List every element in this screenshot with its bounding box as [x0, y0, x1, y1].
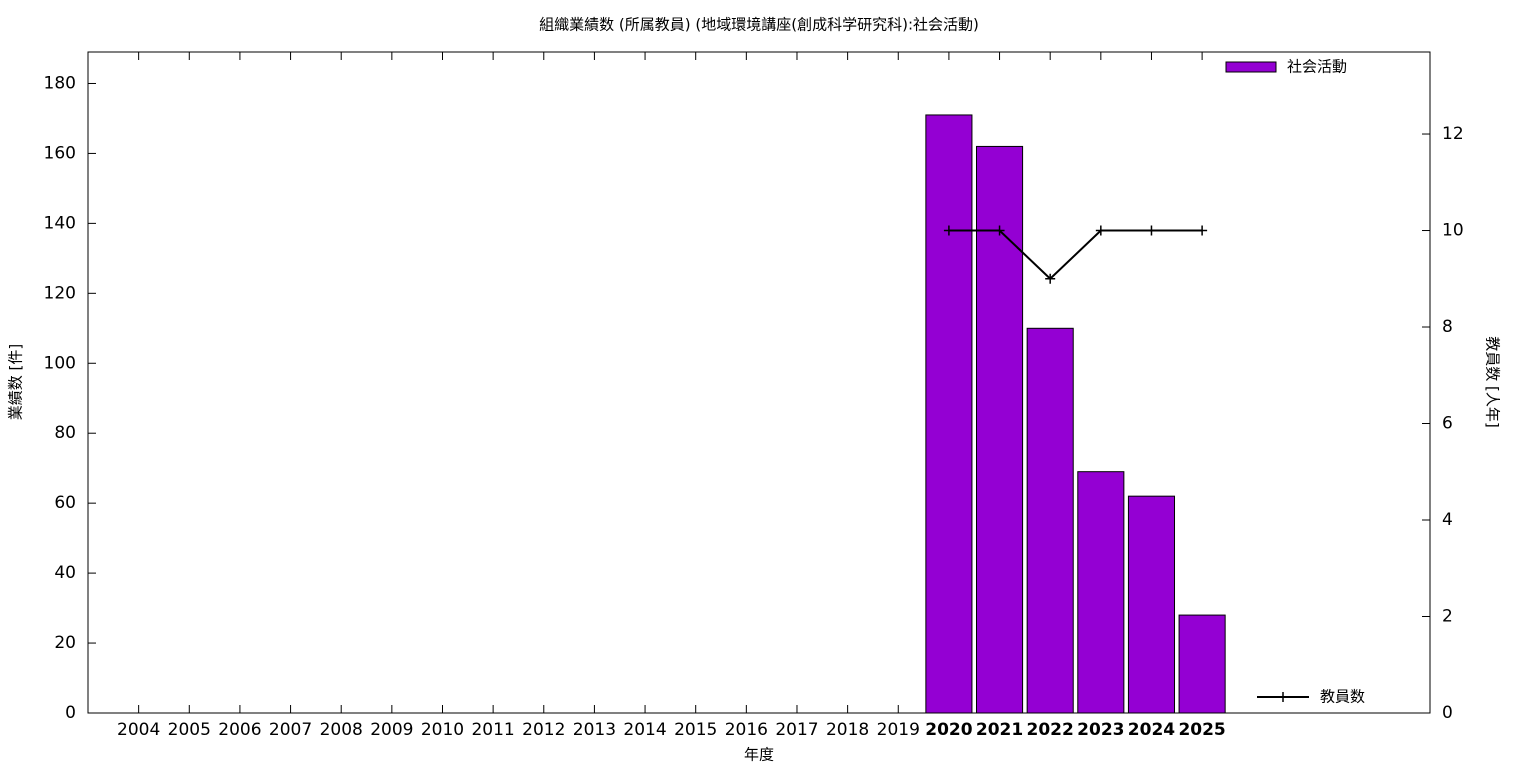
- y-tick-label: 80: [54, 423, 76, 443]
- y-tick-label: 40: [54, 563, 76, 583]
- x-tick-label: 2019: [877, 720, 920, 740]
- y2-tick-label: 2: [1442, 607, 1453, 627]
- x-tick-label: 2023: [1077, 720, 1124, 740]
- x-tick-label: 2013: [573, 720, 616, 740]
- x-tick-label: 2010: [421, 720, 464, 740]
- y-tick-label: 100: [44, 353, 76, 373]
- x-tick-label: 2020: [925, 720, 972, 740]
- legend-swatch: [1225, 61, 1277, 73]
- bar: [976, 145, 1024, 714]
- x-tick-label: 2015: [674, 720, 717, 740]
- bar: [1077, 471, 1125, 714]
- x-tick-label: 2024: [1128, 720, 1175, 740]
- bar: [1127, 495, 1176, 714]
- bar: [1026, 327, 1074, 714]
- point: [1045, 273, 1056, 284]
- x-tick-label: 2005: [168, 720, 211, 740]
- y2-tick-label: 4: [1442, 510, 1453, 530]
- point: [943, 225, 954, 236]
- y2-axis-label: 教員数 [人年]: [1484, 336, 1502, 427]
- x-tick-label: 2022: [1027, 720, 1074, 740]
- point: [994, 225, 1005, 236]
- x-tick-label: 2004: [117, 720, 160, 740]
- y2-tick-label: 8: [1442, 317, 1453, 337]
- y-tick-label: 120: [44, 283, 76, 303]
- bar: [925, 114, 973, 714]
- y2-tick-label: 0: [1442, 703, 1453, 723]
- x-tick-label: 2021: [976, 720, 1023, 740]
- chart-title: 組織業績数 (所属教員) (地域環境講座(創成科学研究科):社会活動): [539, 16, 979, 34]
- x-tick-label: 2018: [826, 720, 869, 740]
- y2-tick-label: 6: [1442, 414, 1453, 434]
- x-tick-label: 2011: [471, 720, 514, 740]
- y-tick-label: 60: [54, 493, 76, 513]
- y-axis-label: 業績数 [件]: [7, 344, 25, 420]
- y-tick-label: 180: [44, 73, 76, 93]
- x-tick-label: 2008: [320, 720, 363, 740]
- y-tick-label: 140: [44, 213, 76, 233]
- y2-tick-label: 12: [1442, 124, 1464, 144]
- bar: [1178, 614, 1226, 714]
- x-tick-label: 2007: [269, 720, 312, 740]
- x-tick-label: 2014: [623, 720, 666, 740]
- x-tick-label: 2009: [370, 720, 413, 740]
- x-tick-label: 2017: [775, 720, 818, 740]
- x-tick-label: 2012: [522, 720, 565, 740]
- x-axis-label: 年度: [744, 746, 774, 764]
- y-tick-label: 0: [65, 703, 76, 723]
- point: [1095, 225, 1106, 236]
- point: [1146, 225, 1157, 236]
- x-tick-label: 2016: [725, 720, 768, 740]
- line: [948, 229, 1203, 281]
- x-tick-label: 2025: [1178, 720, 1225, 740]
- y2-tick-label: 10: [1442, 221, 1464, 241]
- legend-label: 教員数: [1320, 688, 1365, 706]
- point: [1197, 225, 1208, 236]
- legend-label: 社会活動: [1287, 58, 1347, 76]
- plot-frame: [87, 51, 1431, 714]
- x-tick-label: 2006: [218, 720, 261, 740]
- y-tick-label: 20: [54, 633, 76, 653]
- y-tick-label: 160: [44, 143, 76, 163]
